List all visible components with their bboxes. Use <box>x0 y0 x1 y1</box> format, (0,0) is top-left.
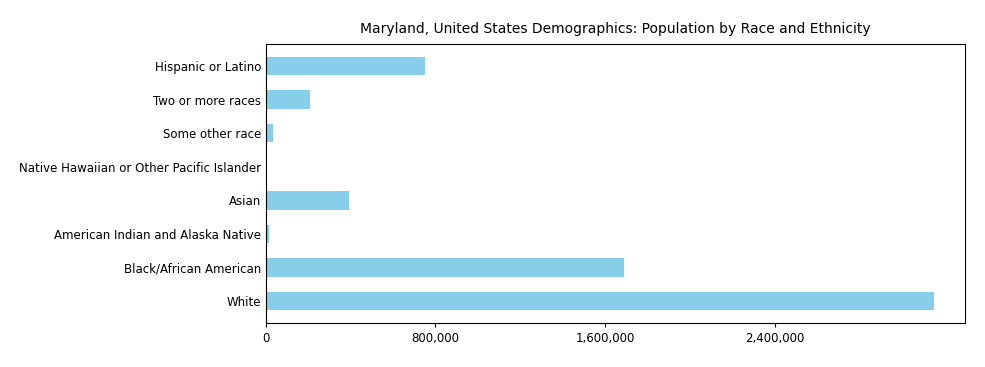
Bar <box>266 258 624 277</box>
Bar <box>266 90 310 109</box>
Bar <box>266 191 349 210</box>
Bar <box>266 292 934 310</box>
Bar <box>266 225 269 243</box>
Bar <box>266 124 274 142</box>
Bar <box>266 57 425 75</box>
Title: Maryland, United States Demographics: Population by Race and Ethnicity: Maryland, United States Demographics: Po… <box>361 22 871 36</box>
